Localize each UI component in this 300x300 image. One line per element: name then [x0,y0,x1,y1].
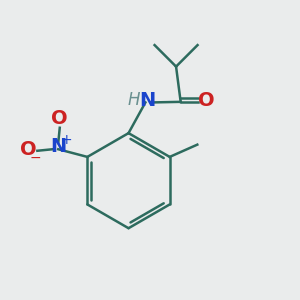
Text: N: N [50,137,66,156]
Text: H: H [128,91,140,109]
Text: O: O [198,91,214,110]
Text: −: − [29,151,41,164]
Text: O: O [51,110,68,128]
Text: O: O [20,140,37,159]
Text: N: N [139,92,155,110]
Text: +: + [61,133,73,147]
